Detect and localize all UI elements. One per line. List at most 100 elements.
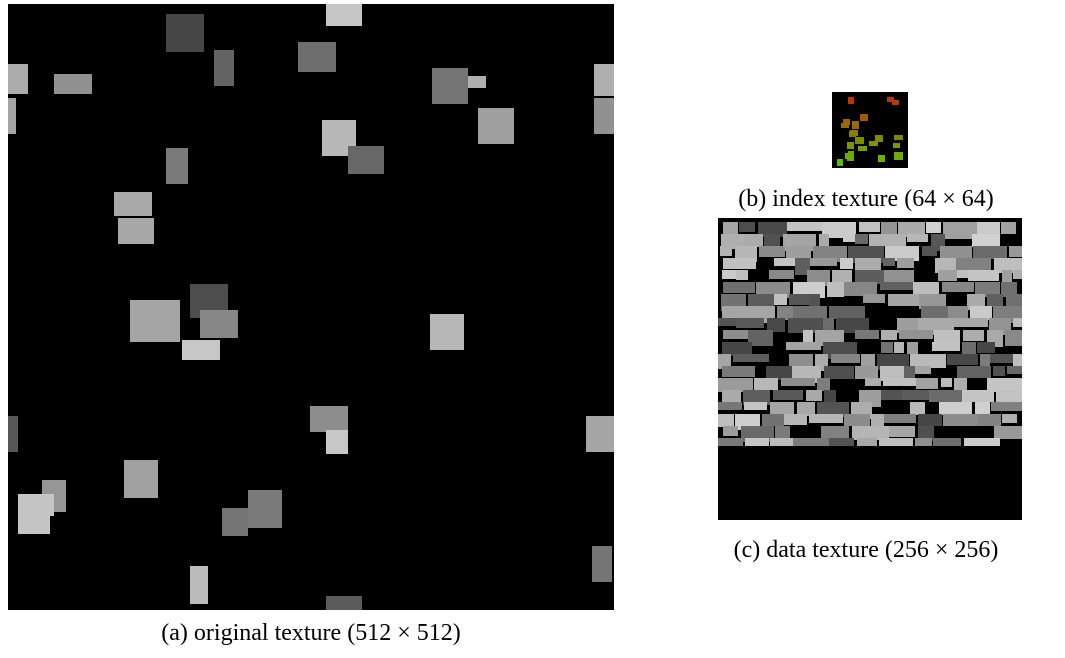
data-patch [1009, 246, 1022, 257]
data-patch [861, 354, 875, 366]
data-patch [762, 414, 784, 426]
data-patch [821, 426, 849, 440]
data-patch [718, 318, 736, 326]
photo-patch [348, 146, 384, 174]
data-patch [759, 246, 785, 257]
photo-patch [18, 494, 54, 516]
index-block [858, 146, 867, 151]
data-patch [926, 222, 941, 233]
data-patch [745, 438, 769, 446]
data-patch [855, 366, 878, 379]
data-patch [786, 342, 821, 350]
data-patch [957, 270, 968, 278]
photo-patch [430, 314, 464, 350]
index-block [875, 135, 883, 142]
data-patch [773, 390, 803, 400]
photo-patch [124, 460, 158, 498]
data-patch [809, 294, 820, 306]
photo-patch [18, 514, 50, 534]
figure: (a) original texture (512 × 512) (b) ind… [0, 0, 1065, 658]
data-patch [824, 390, 836, 404]
photo-patch [166, 148, 188, 184]
data-patch [744, 402, 767, 410]
photo-patch [586, 416, 614, 452]
data-patch [1007, 366, 1022, 374]
photo-patch [54, 74, 92, 94]
data-patch [871, 414, 884, 426]
data-patch [941, 378, 952, 387]
data-patch [899, 330, 933, 339]
data-patch [863, 294, 885, 303]
index-block [848, 97, 854, 104]
data-patch [723, 330, 748, 339]
photo-patch [222, 508, 248, 536]
data-patch [943, 414, 978, 426]
data-patch [865, 378, 881, 386]
data-patch [921, 306, 948, 318]
data-patch [881, 342, 893, 353]
caption-b: (b) index texture (64 × 64) [738, 186, 993, 212]
photo-patch [190, 566, 208, 604]
photo-patch [594, 98, 614, 134]
data-patch [748, 294, 774, 308]
data-patch [855, 234, 868, 244]
photo-patch [8, 416, 18, 452]
data-patch [859, 222, 880, 232]
data-patch [956, 258, 991, 271]
data-patch [781, 378, 815, 386]
data-patch [922, 246, 937, 256]
data-patch [787, 222, 822, 231]
data-patch [879, 438, 913, 446]
original-texture [8, 4, 614, 610]
data-patch [884, 270, 914, 284]
data-patch [972, 234, 1000, 247]
data-patch [789, 294, 809, 305]
data-patch [881, 330, 897, 340]
data-patch [910, 354, 946, 368]
data-patch [889, 426, 915, 437]
data-patch [994, 426, 1022, 439]
data-patch [883, 258, 895, 266]
data-patch [980, 354, 990, 367]
data-patch [797, 402, 815, 416]
data-patch [832, 270, 852, 284]
index-block [894, 152, 903, 160]
data-patch [840, 258, 853, 269]
data-patch [939, 402, 972, 415]
photo-patch [248, 490, 282, 528]
photo-patch [326, 430, 348, 454]
data-patch [793, 438, 829, 446]
data-patch [827, 282, 844, 297]
data-patch [977, 342, 995, 353]
data-patch [940, 246, 972, 260]
data-patch [718, 438, 743, 446]
data-patch [942, 282, 974, 292]
data-patch [894, 342, 904, 353]
index-block [837, 159, 843, 166]
data-patch [933, 438, 961, 446]
data-patch [829, 306, 865, 319]
data-patch [973, 246, 1007, 259]
data-patch [1006, 294, 1022, 307]
caption-c: (c) data texture (256 × 256) [734, 537, 999, 563]
photo-patch [594, 64, 614, 96]
data-patch [943, 222, 977, 239]
data-patch [745, 234, 763, 247]
photo-patch [8, 64, 28, 94]
data-patch [831, 354, 860, 363]
data-patch [824, 366, 854, 379]
photo-patch [114, 192, 152, 216]
data-patch [723, 258, 756, 269]
data-patch [910, 402, 925, 415]
data-patch [987, 294, 1003, 307]
photo-patch [310, 406, 348, 432]
data-patch [907, 342, 918, 354]
data-patch [963, 330, 984, 341]
photo-patch [468, 76, 486, 88]
data-patch [932, 342, 960, 351]
data-patch [736, 318, 764, 328]
photo-patch [326, 596, 362, 610]
data-patch [817, 378, 830, 391]
data-patch [793, 306, 827, 320]
data-patch [990, 354, 1013, 363]
